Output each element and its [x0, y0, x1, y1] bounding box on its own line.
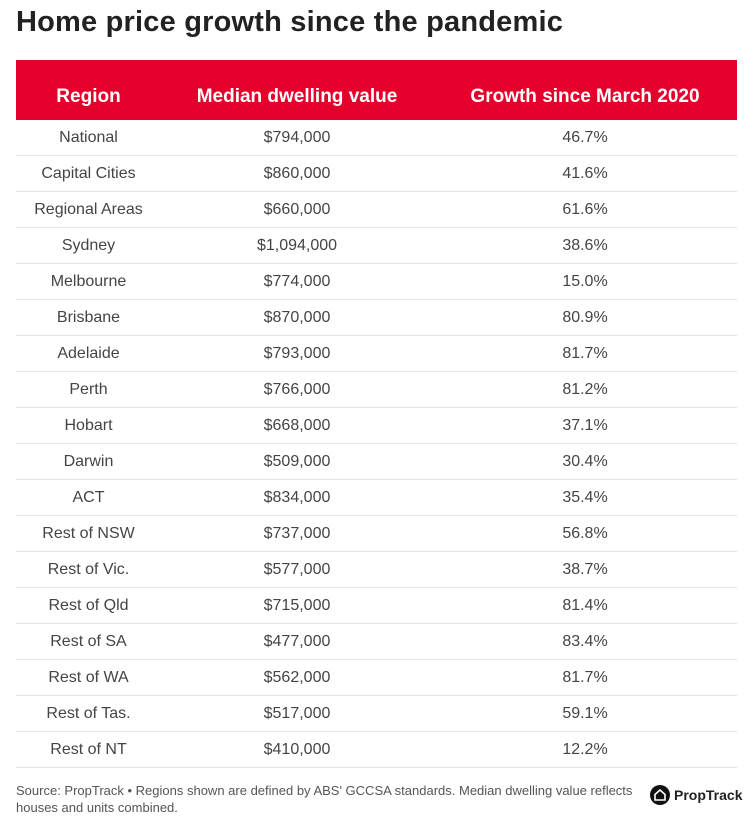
cell-region: Rest of Qld [16, 587, 161, 624]
cell-growth: 81.2% [433, 371, 737, 408]
cell-growth: 80.9% [433, 299, 737, 336]
table-row: Brisbane $870,000 80.9% [16, 299, 737, 336]
cell-region: National [16, 120, 161, 156]
logo-text: PropTrack [674, 787, 743, 803]
table-row: Capital Cities $860,000 41.6% [16, 155, 737, 192]
cell-region: Rest of NSW [16, 515, 161, 552]
cell-median-value: $793,000 [161, 335, 433, 372]
cell-median-value: $1,094,000 [161, 227, 433, 264]
cell-growth: 59.1% [433, 695, 737, 732]
source-note: Source: PropTrack • Regions shown are de… [16, 783, 633, 815]
column-header-median-value: Median dwelling value [196, 86, 398, 107]
cell-region: Rest of Vic. [16, 551, 161, 588]
column-header-region: Region [56, 86, 121, 107]
cell-growth: 81.7% [433, 335, 737, 372]
cell-growth: 61.6% [433, 191, 737, 228]
cell-region: Melbourne [16, 263, 161, 300]
cell-region: Capital Cities [16, 155, 161, 192]
table-row: Rest of NT $410,000 12.2% [16, 731, 737, 768]
cell-region: Rest of WA [16, 659, 161, 696]
cell-median-value: $577,000 [161, 551, 433, 588]
table-row: Rest of WA $562,000 81.7% [16, 659, 737, 696]
cell-median-value: $834,000 [161, 479, 433, 516]
cell-median-value: $737,000 [161, 515, 433, 552]
table-row: National $794,000 46.7% [16, 120, 737, 156]
cell-region: Adelaide [16, 335, 161, 372]
cell-median-value: $766,000 [161, 371, 433, 408]
table-row: Rest of Qld $715,000 81.4% [16, 587, 737, 624]
table-row: ACT $834,000 35.4% [16, 479, 737, 516]
table-row: Rest of NSW $737,000 56.8% [16, 515, 737, 552]
cell-region: Rest of SA [16, 623, 161, 660]
house-icon [650, 785, 670, 805]
cell-region: Hobart [16, 407, 161, 444]
cell-median-value: $660,000 [161, 191, 433, 228]
cell-region: Sydney [16, 227, 161, 264]
cell-growth: 30.4% [433, 443, 737, 480]
cell-growth: 56.8% [433, 515, 737, 552]
cell-median-value: $794,000 [161, 120, 433, 156]
cell-growth: 81.7% [433, 659, 737, 696]
cell-growth: 46.7% [433, 120, 737, 156]
table-row: Adelaide $793,000 81.7% [16, 335, 737, 372]
cell-region: Perth [16, 371, 161, 408]
cell-median-value: $509,000 [161, 443, 433, 480]
cell-region: Darwin [16, 443, 161, 480]
cell-growth: 83.4% [433, 623, 737, 660]
table-row: Rest of SA $477,000 83.4% [16, 623, 737, 660]
cell-median-value: $774,000 [161, 263, 433, 300]
data-table: Region Median dwelling value Growth sinc… [16, 60, 737, 768]
cell-growth: 12.2% [433, 731, 737, 768]
table-row: Perth $766,000 81.2% [16, 371, 737, 408]
table-header-row: Region Median dwelling value Growth sinc… [16, 60, 737, 120]
column-header-growth: Growth since March 2020 [470, 86, 700, 107]
cell-region: Brisbane [16, 299, 161, 336]
cell-growth: 41.6% [433, 155, 737, 192]
table-row: Sydney $1,094,000 38.6% [16, 227, 737, 264]
page-title: Home price growth since the pandemic [16, 6, 564, 38]
cell-growth: 37.1% [433, 407, 737, 444]
table-row: Regional Areas $660,000 61.6% [16, 191, 737, 228]
cell-region: Regional Areas [16, 191, 161, 228]
cell-region: Rest of NT [16, 731, 161, 768]
table-row: Hobart $668,000 37.1% [16, 407, 737, 444]
table-row: Rest of Vic. $577,000 38.7% [16, 551, 737, 588]
cell-median-value: $517,000 [161, 695, 433, 732]
cell-growth: 15.0% [433, 263, 737, 300]
cell-median-value: $870,000 [161, 299, 433, 336]
cell-median-value: $562,000 [161, 659, 433, 696]
table-row: Rest of Tas. $517,000 59.1% [16, 695, 737, 732]
cell-growth: 38.6% [433, 227, 737, 264]
cell-median-value: $860,000 [161, 155, 433, 192]
cell-median-value: $410,000 [161, 731, 433, 768]
table-row: Darwin $509,000 30.4% [16, 443, 737, 480]
table-body: National $794,000 46.7% Capital Cities $860,… [16, 120, 737, 768]
cell-region: Rest of Tas. [16, 695, 161, 732]
cell-growth: 38.7% [433, 551, 737, 588]
cell-region: ACT [16, 479, 161, 516]
table-row: Melbourne $774,000 15.0% [16, 263, 737, 300]
cell-median-value: $477,000 [161, 623, 433, 660]
proptrack-logo: PropTrack [650, 785, 742, 805]
cell-growth: 81.4% [433, 587, 737, 624]
cell-growth: 35.4% [433, 479, 737, 516]
cell-median-value: $668,000 [161, 407, 433, 444]
cell-median-value: $715,000 [161, 587, 433, 624]
